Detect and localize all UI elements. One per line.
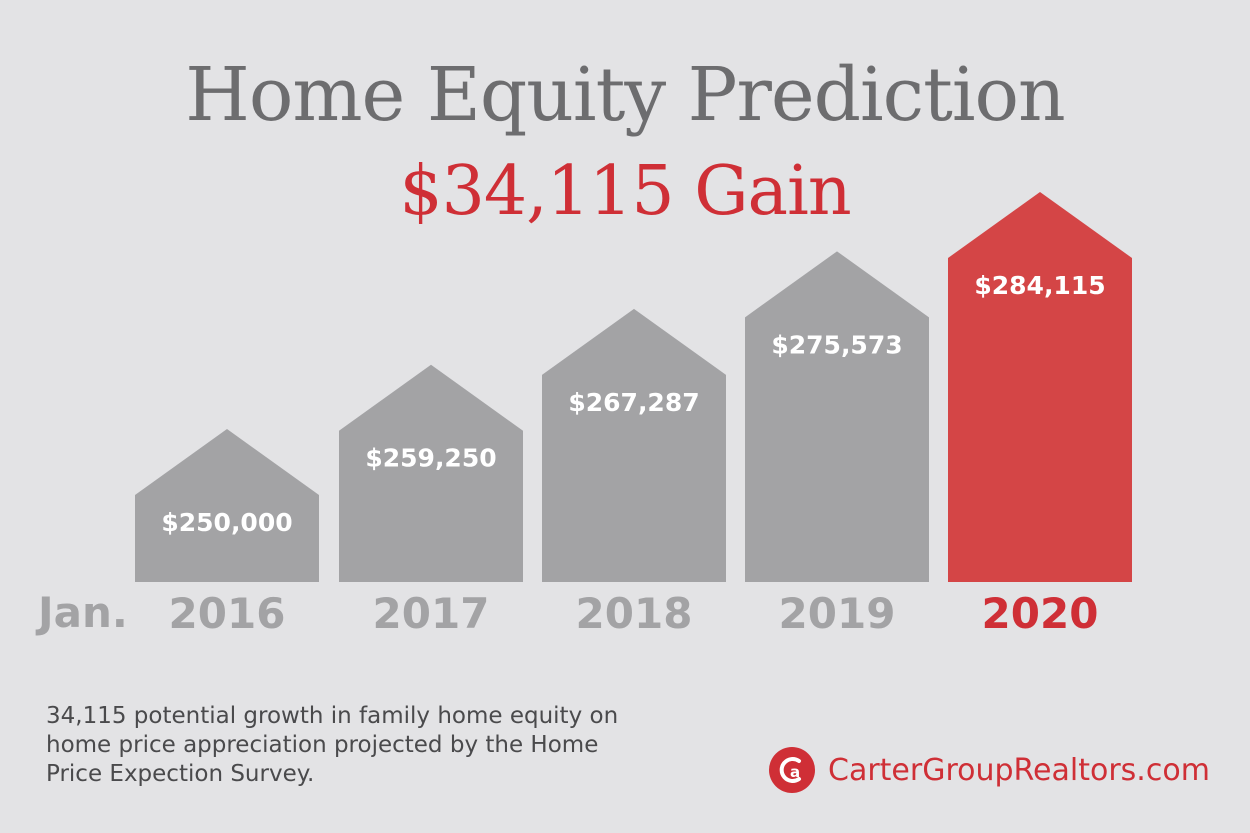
year-label-2019: 2019 bbox=[779, 589, 896, 638]
chart-subtitle: $34,115 Gain bbox=[399, 152, 851, 231]
house-bar-2016 bbox=[135, 429, 319, 582]
brand-link[interactable]: CarterGroupRealtors.com bbox=[828, 752, 1210, 788]
year-label-2020: 2020 bbox=[982, 589, 1099, 638]
brand[interactable]: a CarterGroupRealtors.com bbox=[768, 744, 1210, 796]
chart-title: Home Equity Prediction bbox=[185, 52, 1065, 138]
year-label-2016: 2016 bbox=[169, 589, 286, 638]
value-label-2018: $267,287 bbox=[568, 388, 699, 417]
house-bar-2018 bbox=[542, 308, 726, 582]
footnote: 34,115 potential growth in family home e… bbox=[46, 703, 619, 787]
house-bar-2017 bbox=[339, 364, 523, 582]
value-label-2019: $275,573 bbox=[771, 330, 902, 359]
value-label-2020: $284,115 bbox=[974, 271, 1105, 300]
house-bar-chart: $250,000 2016 $259,250 2017 $267,287 2018 $275… bbox=[135, 192, 1132, 638]
value-label-2016: $250,000 bbox=[161, 508, 292, 537]
svg-text:a: a bbox=[790, 763, 800, 781]
value-label-2017: $259,250 bbox=[365, 444, 496, 473]
house-bar-2019 bbox=[745, 251, 929, 583]
year-label-2017: 2017 bbox=[373, 589, 490, 638]
house-bar-2020 bbox=[948, 192, 1132, 582]
year-label-2018: 2018 bbox=[576, 589, 693, 638]
x-axis-prefix: Jan. bbox=[38, 588, 128, 637]
carter-group-logo-icon: a bbox=[769, 747, 815, 793]
